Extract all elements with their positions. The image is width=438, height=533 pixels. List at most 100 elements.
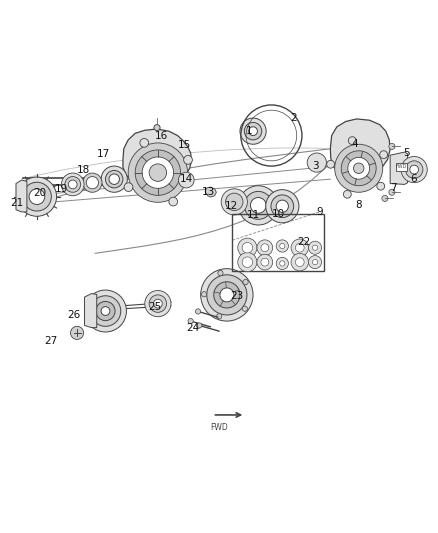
Circle shape (295, 258, 304, 266)
Text: 6: 6 (410, 174, 417, 184)
Circle shape (348, 157, 370, 179)
Text: 4: 4 (351, 139, 358, 149)
Circle shape (85, 290, 127, 332)
Circle shape (261, 258, 269, 266)
Circle shape (276, 257, 288, 270)
Circle shape (226, 193, 243, 211)
Circle shape (257, 254, 273, 270)
Text: 8: 8 (355, 200, 362, 211)
Text: 26: 26 (67, 310, 81, 320)
Circle shape (271, 195, 293, 217)
Circle shape (312, 245, 318, 251)
Circle shape (217, 313, 222, 319)
Text: 7: 7 (390, 183, 397, 193)
Text: 21: 21 (11, 198, 24, 208)
Circle shape (17, 177, 57, 216)
Circle shape (124, 183, 133, 191)
Circle shape (276, 200, 288, 212)
Circle shape (276, 240, 288, 252)
Circle shape (188, 318, 193, 324)
Circle shape (295, 244, 304, 252)
Circle shape (86, 176, 99, 189)
Text: 14: 14 (180, 174, 193, 184)
Circle shape (343, 190, 351, 198)
Circle shape (244, 123, 262, 140)
Circle shape (68, 180, 77, 189)
Circle shape (266, 190, 299, 223)
Circle shape (207, 275, 247, 315)
Circle shape (71, 326, 84, 340)
Circle shape (214, 282, 240, 308)
Text: 23: 23 (230, 291, 243, 301)
Circle shape (90, 296, 121, 326)
Circle shape (154, 125, 160, 131)
Polygon shape (16, 180, 27, 212)
Circle shape (149, 164, 166, 181)
Circle shape (22, 182, 51, 211)
Polygon shape (205, 187, 216, 197)
Circle shape (106, 171, 123, 188)
Circle shape (169, 197, 177, 206)
Circle shape (242, 243, 253, 253)
Text: 19: 19 (55, 184, 68, 194)
Text: 3: 3 (312, 161, 318, 171)
Circle shape (312, 260, 318, 265)
Circle shape (401, 157, 427, 183)
Circle shape (142, 157, 173, 188)
Circle shape (242, 257, 253, 268)
Polygon shape (330, 119, 390, 179)
Circle shape (240, 118, 266, 144)
Circle shape (238, 253, 257, 272)
Circle shape (201, 292, 207, 297)
Circle shape (197, 323, 202, 328)
Circle shape (61, 173, 84, 196)
Circle shape (257, 240, 273, 256)
Circle shape (83, 173, 102, 192)
Circle shape (261, 244, 269, 252)
Circle shape (109, 174, 120, 184)
Text: FWD: FWD (396, 165, 407, 169)
Text: 25: 25 (148, 302, 161, 312)
Circle shape (380, 151, 388, 159)
Circle shape (308, 241, 321, 254)
Circle shape (406, 161, 423, 179)
Text: 2: 2 (290, 113, 297, 123)
Text: FWD: FWD (210, 423, 228, 432)
Text: 24: 24 (186, 322, 199, 333)
Circle shape (308, 256, 321, 269)
Circle shape (348, 136, 356, 144)
Circle shape (145, 290, 171, 317)
Text: 5: 5 (403, 148, 410, 158)
Circle shape (382, 195, 388, 201)
Circle shape (291, 253, 308, 271)
Text: 17: 17 (97, 149, 110, 159)
Text: 13: 13 (201, 187, 215, 197)
Circle shape (218, 270, 223, 276)
Circle shape (221, 189, 247, 215)
Circle shape (251, 198, 266, 213)
Circle shape (377, 182, 385, 190)
Circle shape (341, 151, 376, 185)
Text: 12: 12 (225, 201, 238, 211)
Circle shape (201, 269, 253, 321)
Circle shape (96, 302, 115, 321)
Circle shape (243, 279, 248, 285)
Polygon shape (85, 294, 97, 328)
Circle shape (101, 166, 127, 192)
Circle shape (335, 144, 383, 192)
Circle shape (249, 127, 258, 135)
Circle shape (389, 143, 395, 149)
Circle shape (410, 165, 419, 174)
Text: 10: 10 (272, 209, 285, 219)
Text: 18: 18 (77, 165, 90, 175)
Circle shape (184, 156, 192, 164)
Circle shape (65, 176, 81, 192)
Circle shape (291, 239, 308, 256)
Text: 16: 16 (155, 131, 168, 141)
Circle shape (244, 191, 272, 220)
Circle shape (239, 185, 278, 225)
Bar (232, 214, 324, 271)
Circle shape (242, 306, 247, 311)
Circle shape (238, 238, 257, 257)
Text: 22: 22 (297, 238, 311, 247)
